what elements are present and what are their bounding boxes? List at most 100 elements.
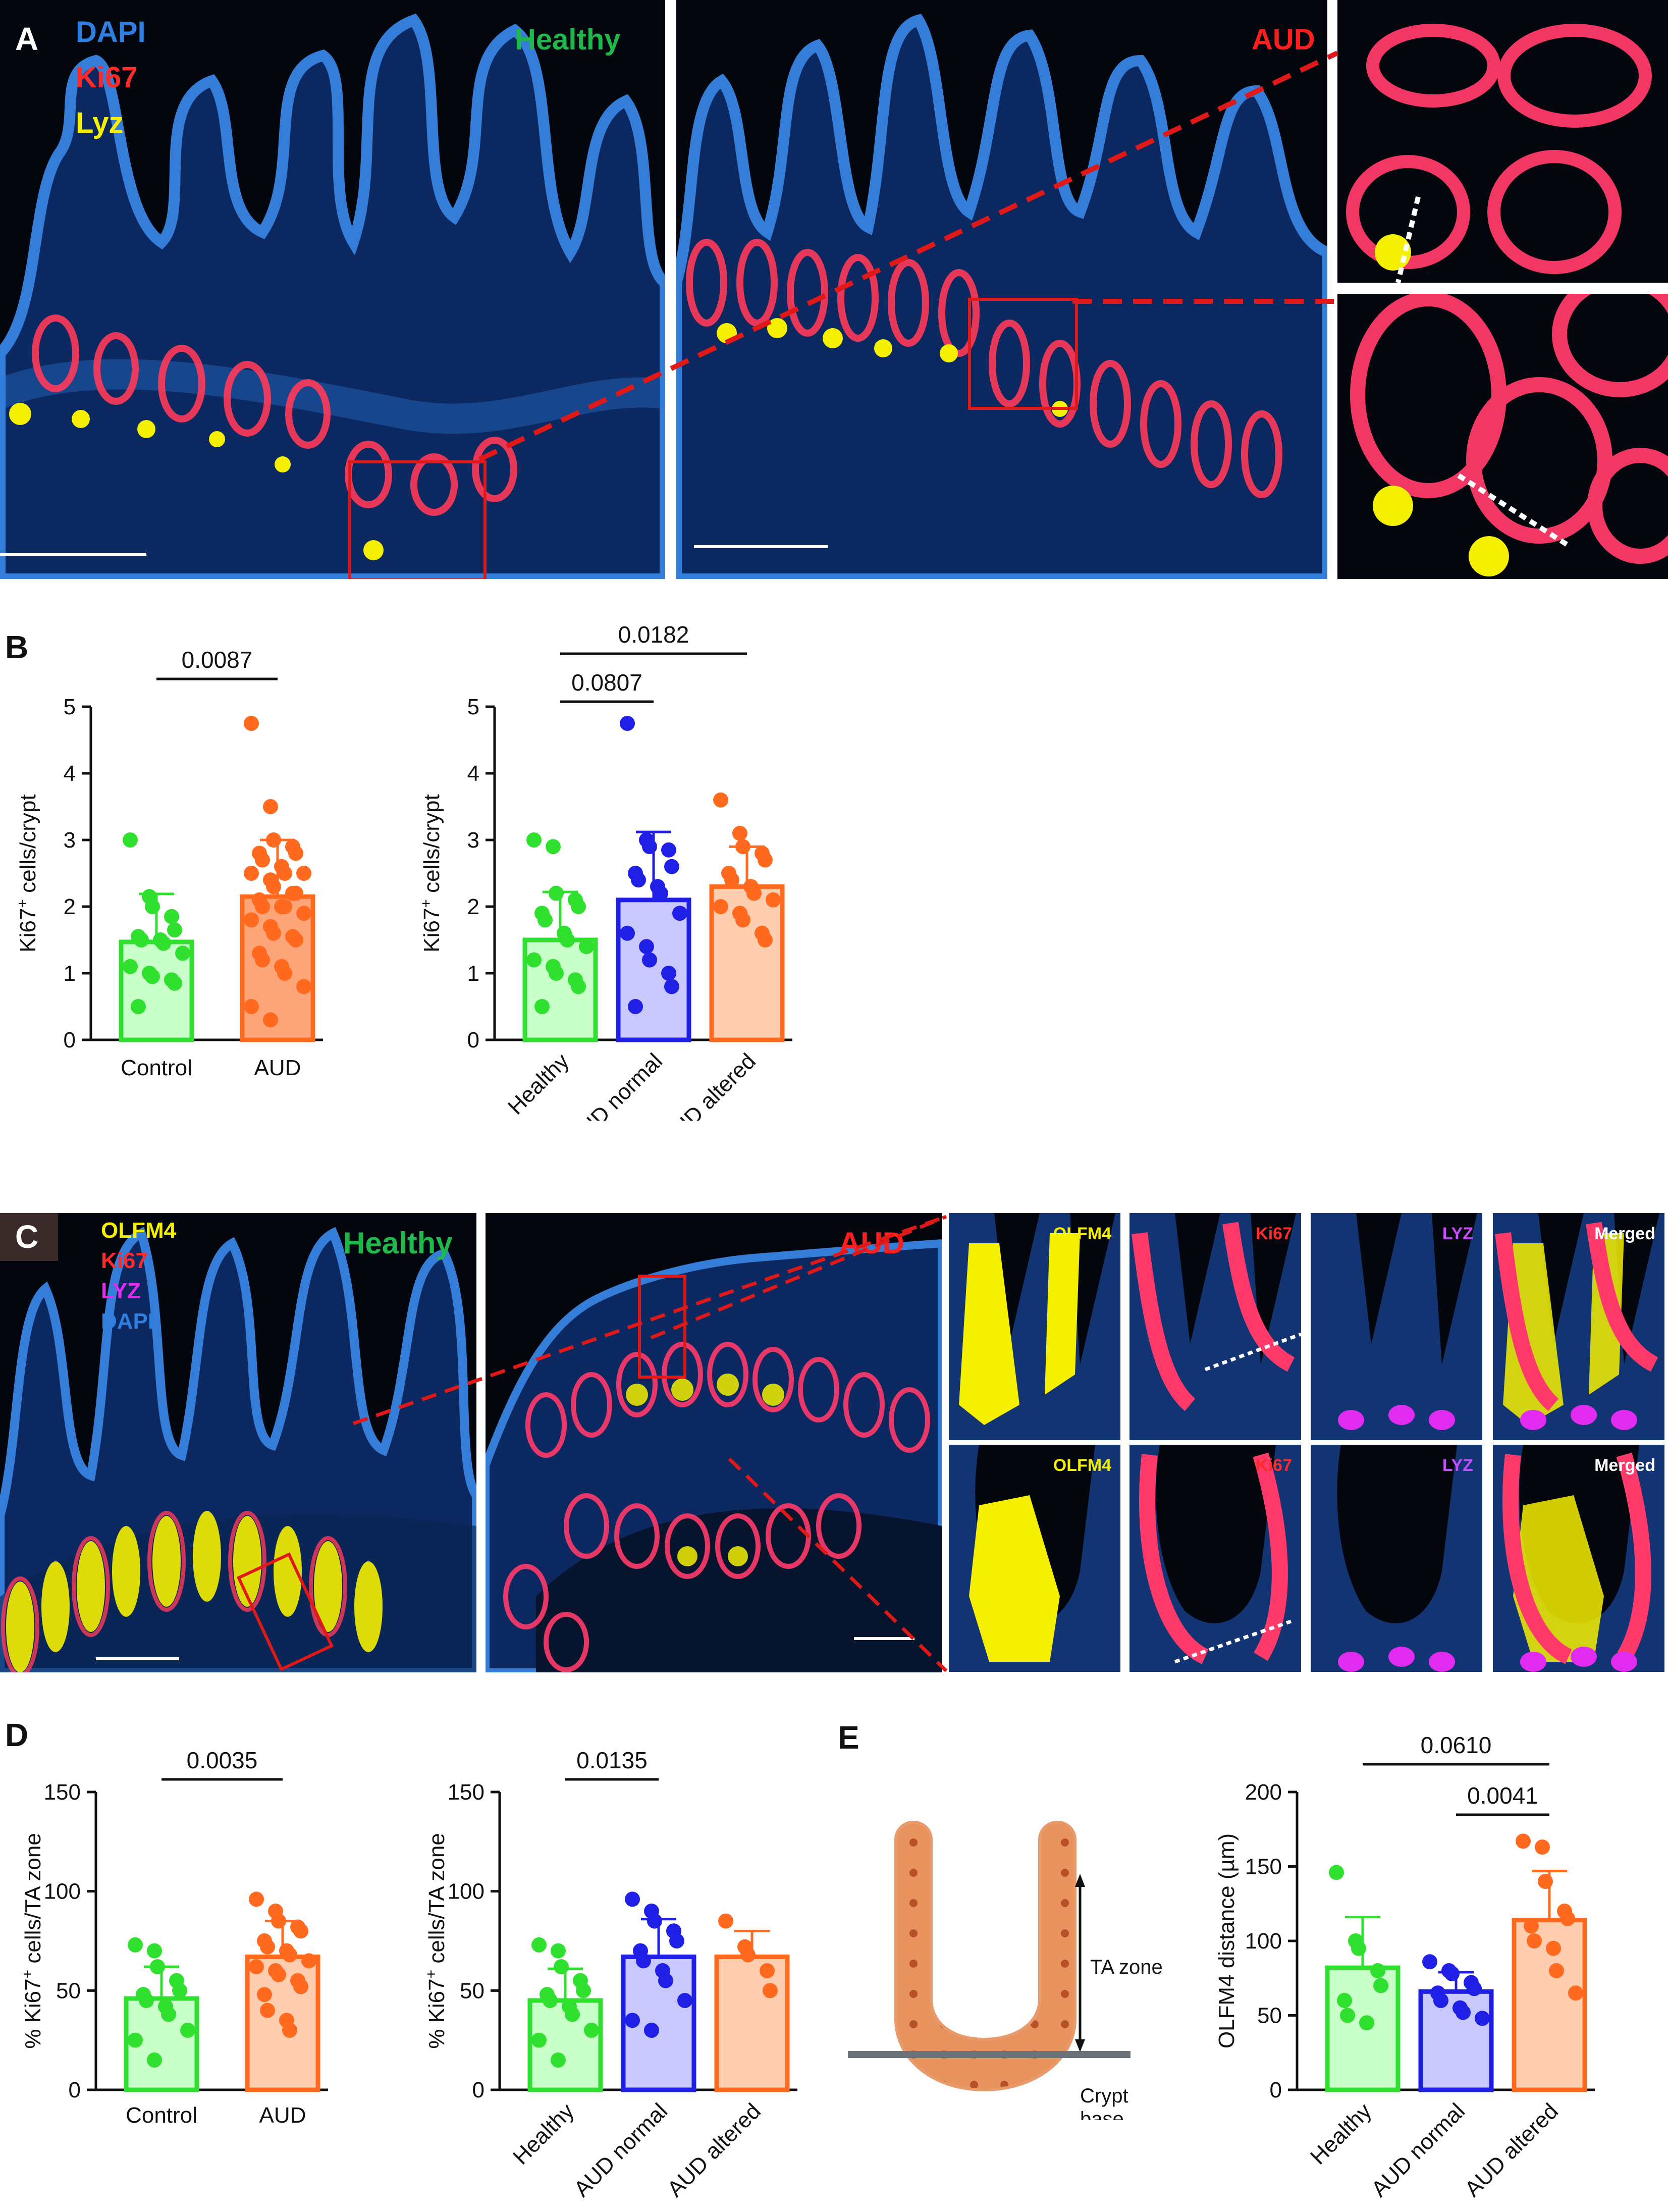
data-point [1467, 1981, 1482, 1996]
inset-c-merged-1: Merged [1493, 1213, 1664, 1440]
data-point [758, 932, 773, 947]
y-tick-label: 2 [467, 894, 479, 919]
data-point [139, 1993, 154, 2008]
data-point [549, 966, 564, 981]
data-point [145, 899, 160, 914]
data-point [766, 892, 781, 908]
y-tick-label: 150 [1245, 1855, 1282, 1879]
data-point [288, 932, 303, 947]
condition-label-aud: AUD [839, 1226, 904, 1260]
data-point [1524, 1918, 1539, 1934]
inset-c-olfm4-1: OLFM4 [949, 1213, 1120, 1440]
data-point [625, 2013, 640, 2028]
p-value-label: 0.0807 [571, 669, 642, 696]
y-tick-label: 0 [467, 1028, 479, 1052]
data-point [249, 1959, 264, 1975]
data-point [180, 2023, 195, 2038]
data-point [1340, 2008, 1355, 2023]
x-tick-label: Healthy [1306, 2098, 1376, 2169]
y-tick-label: 100 [44, 1879, 81, 1904]
inset-a-top-image [1346, 24, 1652, 283]
data-point [534, 999, 550, 1014]
x-tick-label: AUD [254, 1056, 301, 1080]
data-point [123, 959, 138, 974]
data-point [244, 716, 259, 731]
zoom-box [968, 298, 1078, 410]
data-point [718, 1913, 733, 1929]
data-point [266, 832, 281, 848]
data-point [631, 872, 646, 888]
y-axis-label: Ki67+ cells/crypt [418, 794, 444, 952]
y-tick-label: 50 [1257, 2004, 1282, 2028]
data-point [244, 866, 259, 881]
data-point [549, 885, 564, 901]
inset-a-bottom-image [1350, 294, 1668, 576]
data-point [636, 1953, 651, 1969]
inset-c-merged-2: Merged [1493, 1445, 1664, 1672]
y-axis-label: % Ki67+ cells/TA zone [423, 1833, 449, 2049]
data-point [175, 945, 190, 961]
data-point [1475, 2011, 1490, 2026]
data-point [576, 1983, 591, 1998]
data-point [571, 979, 586, 994]
crypt-shape [894, 1820, 1077, 2092]
condition-label-healthy: Healthy [515, 23, 621, 56]
channel-label-ki67: Ki67 [101, 1248, 148, 1273]
inset-label-lyz: LYZ [1442, 1224, 1473, 1243]
micrograph-a-healthy: A DAPI Ki67 Lyz Healthy [0, 0, 665, 579]
x-tick-label: AUD altered [1460, 2098, 1563, 2201]
data-point [531, 1937, 547, 1953]
chart-d1: 0 50 100 150 % Ki67+ cells/TA zone Control AUD… [19, 1747, 328, 2128]
y-tick-label: 1 [467, 961, 479, 986]
data-point [244, 912, 259, 928]
data-point [724, 872, 739, 888]
y-tick-label: 50 [460, 1978, 485, 2003]
data-point [244, 999, 259, 1014]
data-point [620, 716, 635, 731]
data-point [1549, 1963, 1564, 1978]
p-value-label: 0.0035 [187, 1747, 258, 1773]
data-point [293, 1923, 308, 1939]
data-point [644, 2023, 659, 2038]
data-point [128, 2032, 143, 2048]
tissue-a-healthy [0, 13, 665, 579]
data-point [260, 1939, 275, 1955]
data-point [732, 825, 747, 841]
x-tick-label: AUD normal [564, 1048, 667, 1121]
y-axis-label: % Ki67+ cells/TA zone [19, 1833, 45, 2049]
data-point [1560, 1911, 1575, 1926]
x-tick-label: AUD normal [569, 2098, 672, 2201]
y-tick-label: 3 [64, 828, 76, 853]
panel-letter-d: D [5, 1717, 29, 1753]
y-axis-label-main: Ki67 [16, 908, 40, 953]
bar [616, 898, 691, 1042]
channel-label-lyz: LYZ [101, 1279, 141, 1303]
x-tick-label: AUD altered [663, 2098, 766, 2201]
y-axis-label-main: Ki67 [419, 908, 444, 953]
data-point [760, 1963, 775, 1978]
y-tick-label: 50 [56, 1978, 81, 2003]
data-point [147, 1943, 162, 1959]
data-point [1351, 1940, 1366, 1956]
data-point [1516, 1833, 1531, 1849]
y-tick-label: 150 [448, 1780, 485, 1805]
micrograph-c-aud: AUD [486, 1213, 942, 1672]
data-point [565, 2007, 580, 2022]
data-point [546, 839, 561, 855]
data-point [282, 1947, 297, 1963]
data-point [172, 1983, 187, 1998]
inset-c-ki67-1: Ki67 [1129, 1213, 1301, 1440]
data-point [131, 999, 146, 1014]
p-value-label: 0.0041 [1467, 1782, 1538, 1809]
y-tick-label: 5 [467, 695, 479, 719]
data-point [763, 1983, 778, 1998]
condition-label-aud: AUD [1252, 23, 1315, 56]
y-tick-label: 0 [472, 2078, 485, 2102]
data-point [554, 1959, 569, 1975]
data-point [571, 899, 586, 914]
data-point [758, 852, 773, 868]
data-point [658, 1973, 673, 1988]
y-tick-label: 0 [64, 1028, 76, 1052]
